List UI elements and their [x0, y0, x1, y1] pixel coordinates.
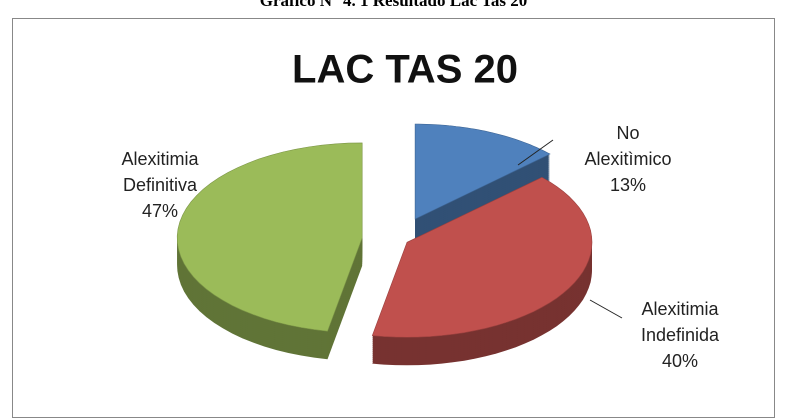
value-label: 13%	[609, 175, 647, 195]
chart-title: LAC TAS 20	[292, 48, 518, 92]
leader-line	[517, 139, 554, 166]
figure-caption: Gráfico N° 4. 1 Resultado Lac Tas 20	[259, 0, 528, 10]
slice	[371, 176, 593, 338]
category-label: Alexitimia Definitiva	[121, 149, 199, 195]
slice-label: Alexitimia Definitiva 47%	[104, 146, 216, 224]
value-label: 40%	[661, 351, 699, 371]
slice-label: Alexitimia Indefinida 40%	[624, 296, 736, 374]
value-label: 47%	[141, 201, 179, 221]
category-label: Alexitimia Indefinida	[640, 299, 720, 345]
slice	[414, 123, 551, 220]
slice	[176, 142, 363, 332]
slice-label: No Alexitìmico 13%	[572, 120, 684, 198]
category-label: No Alexitìmico	[584, 123, 672, 169]
leader-line	[589, 299, 623, 319]
pie	[176, 123, 593, 366]
